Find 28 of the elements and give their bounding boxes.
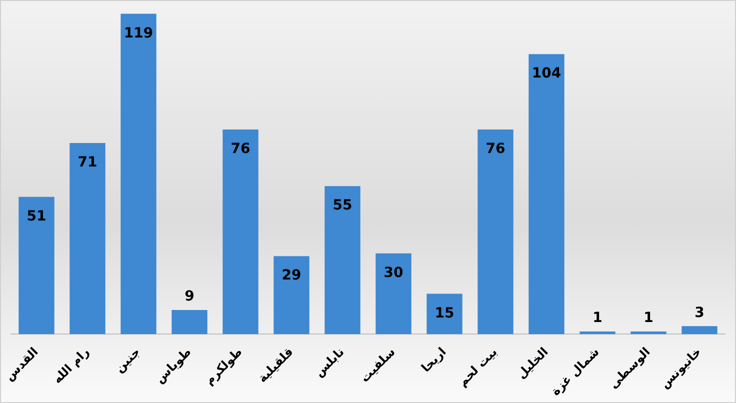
data-label: 29 [282, 268, 302, 284]
x-tick-label: رام الله [50, 344, 92, 386]
data-label: 51 [26, 208, 46, 224]
data-label: 119 [124, 25, 154, 42]
data-label: 104 [532, 66, 562, 82]
x-tick-label: اريحا [418, 344, 449, 375]
data-label: 30 [384, 265, 404, 282]
data-label: 1 [644, 310, 654, 326]
x-tick-label: خانيونس [657, 344, 704, 392]
data-label: 15 [434, 305, 454, 322]
x-tick-label: بيت لحم [455, 344, 500, 390]
data-label: 55 [332, 198, 352, 214]
x-tick-label: قلقيلية [255, 344, 296, 386]
data-label: 9 [184, 288, 194, 305]
x-tick-label: الخليل [514, 344, 551, 382]
data-label: 76 [230, 141, 250, 158]
x-tick-label: طولكرم [202, 344, 245, 388]
data-label: 71 [78, 154, 98, 171]
x-tick-label: الوسطى [606, 344, 653, 392]
data-label: 1 [592, 310, 602, 326]
x-tick-label: القدس [2, 344, 41, 384]
data-label: 3 [694, 304, 704, 321]
x-tick-label: جنين [112, 344, 143, 376]
x-tick-label: طوباس [152, 344, 194, 386]
x-tick-label: شمال غزة [548, 344, 602, 398]
x-tick-label: نابلس [312, 344, 347, 380]
x-tick-label: سلفيت [358, 344, 398, 385]
data-label: 76 [486, 141, 506, 158]
